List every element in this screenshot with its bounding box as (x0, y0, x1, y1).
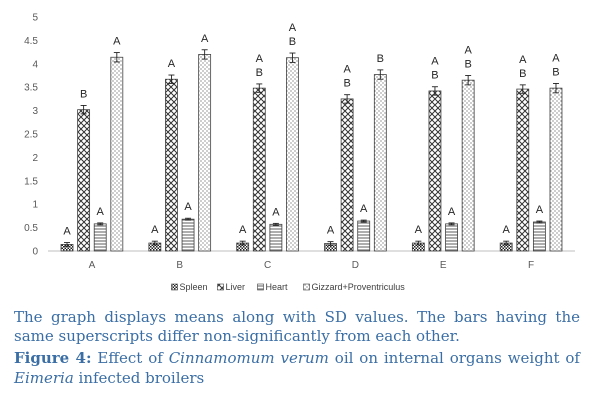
bar (516, 88, 530, 252)
significance-letter: A (431, 56, 439, 68)
significance-letter: B (464, 59, 471, 71)
significance-letter: A (168, 58, 176, 70)
legend-swatch (257, 283, 264, 291)
figure-label: Figure 4: (14, 349, 92, 367)
y-tick-label: 0 (32, 247, 38, 258)
bar (428, 90, 442, 252)
bar (181, 218, 195, 252)
significance-letter: A (184, 201, 192, 213)
significance-letter: A (151, 224, 159, 236)
y-tick-label: 4 (32, 59, 38, 70)
y-tick-label: 3 (32, 106, 38, 117)
bar (373, 74, 387, 252)
caption-text-2: oil on internal organs weight of (328, 349, 580, 367)
caption-genus: Eimeria (14, 369, 74, 387)
bar (252, 87, 266, 252)
legend-label: Heart (266, 282, 289, 292)
significance-letter: A (113, 36, 121, 48)
x-tick-label: A (89, 260, 96, 271)
x-axis: A B C D E F (48, 250, 575, 271)
significance-letter: A (63, 226, 71, 238)
y-tick-label: 2 (32, 153, 38, 164)
bar (357, 220, 371, 252)
bar (269, 223, 283, 252)
caption-species: Cinnamomum verum (168, 349, 329, 367)
bar (532, 221, 546, 252)
figure-caption: Figure 4: Effect of Cinnamomum verum oil… (14, 348, 580, 388)
significance-letter: A (272, 206, 280, 218)
caption-text-3: infected broilers (73, 369, 205, 387)
y-tick-label: 3.5 (24, 83, 38, 94)
legend-label: Spleen (180, 282, 208, 292)
y-tick-label: 5 (32, 13, 38, 24)
significance-letter: A (415, 224, 423, 236)
x-tick-label: F (528, 260, 534, 271)
significance-letter: A (536, 204, 544, 216)
legend-swatch (171, 283, 178, 291)
significance-letter: A (448, 206, 456, 218)
bar (461, 79, 475, 252)
y-tick-label: 2.5 (24, 130, 38, 141)
significance-letter: B (431, 70, 438, 82)
bar (110, 56, 124, 252)
significance-letter: B (289, 36, 296, 48)
significance-letter: B (256, 67, 263, 79)
chart-note: The graph displays means along with SD v… (14, 308, 580, 345)
significance-letter: A (239, 224, 247, 236)
legend-swatch (217, 283, 224, 291)
significance-letter: B (80, 88, 87, 100)
bar (198, 54, 212, 252)
y-axis: 0 0.5 1 1.5 2 2.5 3 3.5 4 4.5 5 (24, 13, 38, 258)
significance-letter: A (464, 45, 472, 57)
x-tick-label: E (440, 260, 447, 271)
significance-letter: B (343, 78, 350, 90)
y-tick-label: 0.5 (24, 223, 38, 234)
bar (286, 57, 299, 252)
bar (340, 98, 354, 252)
significance-letter: A (552, 52, 560, 64)
y-tick-label: 4.5 (24, 36, 38, 47)
significance-letter: A (360, 203, 368, 215)
bar (445, 223, 458, 252)
significance-letter: A (97, 206, 105, 218)
bar (549, 87, 563, 252)
significance-letter: A (503, 224, 511, 236)
significance-letter: A (289, 22, 297, 34)
significance-letter: A (256, 53, 264, 65)
legend-label: Gizzard+Proventriculus (312, 282, 406, 292)
x-tick-label: B (176, 260, 183, 271)
significance-letter: A (343, 64, 351, 76)
x-tick-label: C (264, 260, 271, 271)
y-tick-label: 1 (32, 200, 38, 211)
caption-text-1: Effect of (91, 349, 169, 367)
legend-swatch (303, 283, 310, 291)
significance-letter: B (377, 53, 384, 65)
bar (77, 109, 91, 252)
bar (93, 223, 107, 252)
legend: Spleen Liver Heart Gizzard+Proventriculus (171, 282, 406, 292)
x-tick-label: D (352, 260, 359, 271)
legend-label: Liver (226, 282, 246, 292)
significance-letter: B (552, 66, 559, 78)
significance-letter: B (519, 68, 526, 80)
significance-letter: A (201, 33, 209, 45)
significance-letter: A (327, 225, 335, 237)
bar (165, 78, 178, 252)
significance-letter: A (519, 54, 527, 66)
y-tick-label: 1.5 (24, 176, 38, 187)
